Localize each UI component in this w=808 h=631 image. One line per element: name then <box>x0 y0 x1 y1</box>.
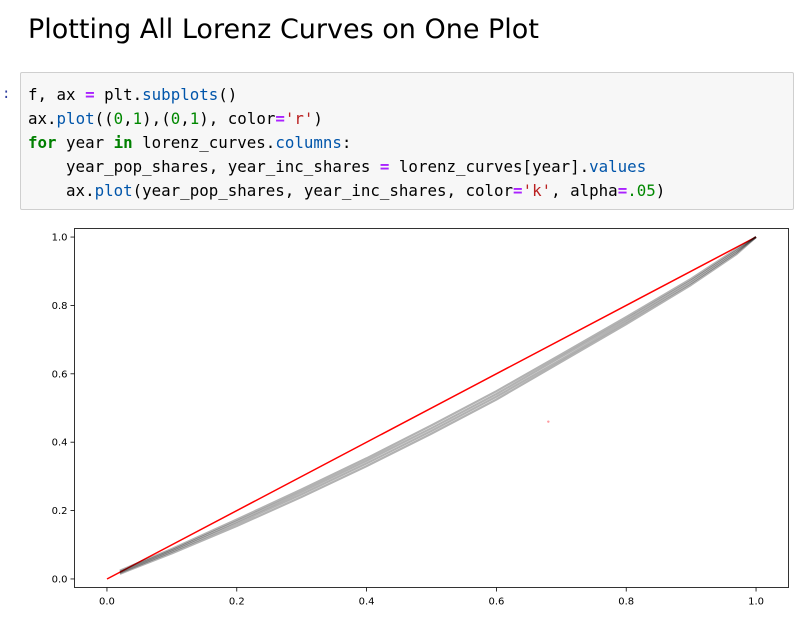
code-token: ), color <box>199 109 276 128</box>
y-tick-label: 0.4 <box>52 438 68 449</box>
code-token: for <box>28 133 57 152</box>
code-token: 0 <box>170 109 181 128</box>
code-line: f, ax = plt.subplots() <box>28 83 665 107</box>
code-token: year <box>56 133 114 152</box>
code-token: 'k' <box>522 181 552 200</box>
code-token: .05 <box>627 181 656 200</box>
code-cell[interactable]: f, ax = plt.subplots() ax.plot((0,1),(0,1… <box>20 72 794 210</box>
code-token: , alpha <box>551 181 618 200</box>
code-token: () <box>218 85 238 104</box>
lorenz-curve-line <box>119 236 757 573</box>
x-tick-label: 0.0 <box>99 597 115 608</box>
code-line: year_pop_shares, year_inc_shares = loren… <box>28 155 665 179</box>
y-tick-label: 0.6 <box>52 369 68 380</box>
code-token: ),( <box>142 109 171 128</box>
code-token: ax. <box>28 181 95 200</box>
plot-frame <box>74 228 789 588</box>
y-tick-label: 0.8 <box>52 301 68 312</box>
lorenz-curve-line <box>119 236 757 574</box>
code-token: = <box>379 157 390 176</box>
code-token: = <box>275 109 285 128</box>
code-token: = <box>513 181 523 200</box>
stray-point <box>547 420 550 423</box>
x-tick-label: 0.2 <box>229 597 245 608</box>
code-token: ax. <box>28 109 57 128</box>
code-token: f, ax <box>28 85 86 104</box>
y-tick-label: 0.2 <box>52 506 68 517</box>
code-token: lorenz_curves. <box>132 133 276 152</box>
code-token: plt. <box>94 85 143 104</box>
y-tick-label: 0.0 <box>52 574 68 585</box>
code-token: , <box>123 109 133 128</box>
code-token: year_pop_shares, year_inc_shares <box>28 157 380 176</box>
x-tick-label: 1.0 <box>748 597 764 608</box>
code-token: ) <box>655 181 666 200</box>
equality-line <box>106 236 757 580</box>
code-token: subplots <box>142 85 219 104</box>
code-token: (( <box>94 109 114 128</box>
code-token: 'r' <box>284 109 314 128</box>
code-token: 1 <box>189 109 200 128</box>
code-token: columns <box>275 133 342 152</box>
code-token: in <box>113 133 133 152</box>
lorenz-curve-line <box>119 236 757 572</box>
section-heading: Plotting All Lorenz Curves on One Plot <box>28 14 539 45</box>
code-line: ax.plot((0,1),(0,1), color='r') <box>28 107 665 131</box>
code-token: plot <box>56 109 95 128</box>
code-token: = <box>85 85 95 104</box>
x-tick-label: 0.4 <box>359 597 375 608</box>
y-tick-label: 1.0 <box>52 233 68 244</box>
code-token: 0 <box>113 109 124 128</box>
cell-output: 0.0 0.2 0.4 0.6 0.8 1.0 0.0 0.2 0.4 0.6 0.8 1.0 <box>20 220 808 631</box>
x-tick-label: 0.8 <box>618 597 634 608</box>
code-token: values <box>589 157 647 176</box>
code-token: ) <box>313 109 323 128</box>
code-token: : <box>341 133 352 152</box>
code-token: = <box>617 181 628 200</box>
code-token: plot <box>94 181 133 200</box>
code-line: ax.plot(year_pop_shares, year_inc_shares… <box>28 179 665 203</box>
code-token: , <box>180 109 190 128</box>
cell-prompt: : <box>2 86 11 102</box>
code-token: 1 <box>132 109 143 128</box>
code-line: for year in lorenz_curves.columns: <box>28 131 665 155</box>
code-editor[interactable]: f, ax = plt.subplots() ax.plot((0,1),(0,1… <box>28 83 665 203</box>
code-token: lorenz_curves[year]. <box>389 157 590 176</box>
lorenz-curve-line <box>119 236 757 575</box>
lorenz-chart: 0.0 0.2 0.4 0.6 0.8 1.0 0.0 0.2 0.4 0.6 0.8 1.0 <box>52 228 789 608</box>
x-tick-label: 0.6 <box>488 597 504 608</box>
code-token: (year_pop_shares, year_inc_shares, color <box>132 181 514 200</box>
